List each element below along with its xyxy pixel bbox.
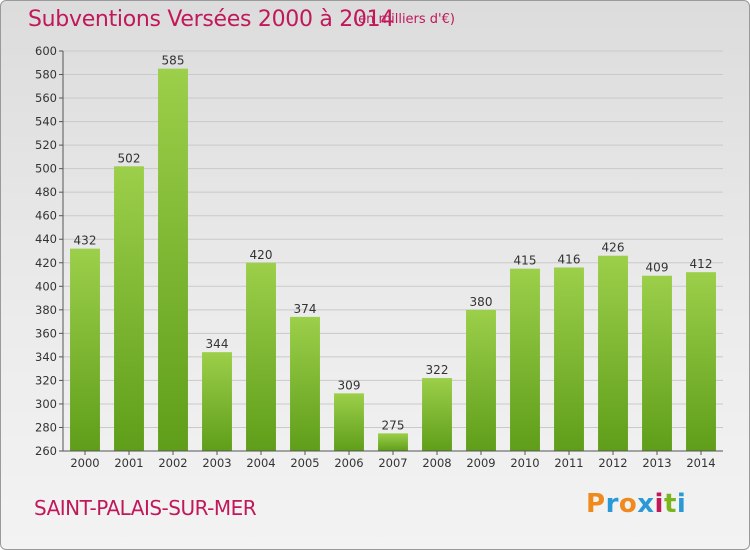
- bar-value-label: 309: [338, 378, 361, 392]
- bar-value-label: 426: [602, 241, 625, 255]
- axes: 260 280 300 320 340 360 380 400 420 440 460 480 500 5…: [35, 44, 723, 470]
- x-tick-label: 2002: [158, 456, 187, 470]
- bar: [378, 433, 408, 451]
- bar: [334, 393, 364, 451]
- y-tick-label: 300: [35, 397, 57, 411]
- logo-letter: P: [586, 489, 606, 519]
- y-tick-label: 380: [35, 303, 57, 317]
- x-tick-label: 2013: [642, 456, 671, 470]
- bar-value-label: 502: [118, 151, 141, 165]
- logo-letter: x: [637, 489, 655, 519]
- y-tick-label: 600: [35, 44, 57, 58]
- y-tick-label: 420: [35, 256, 57, 270]
- bar: [158, 68, 188, 451]
- logo-letter: i: [676, 489, 687, 519]
- bar: [290, 316, 320, 451]
- bar-value-label: 412: [690, 257, 713, 271]
- bar: [114, 166, 144, 451]
- logo-letter: o: [618, 489, 638, 519]
- y-tick-label: 340: [35, 350, 57, 364]
- x-tick-label: 2004: [246, 456, 275, 470]
- logo-letter: r: [605, 489, 619, 519]
- x-tick-label: 2011: [554, 456, 583, 470]
- x-tick-label: 2006: [334, 456, 363, 470]
- bar: [202, 352, 232, 451]
- bar: [422, 378, 452, 451]
- bar-value-label: 415: [514, 254, 537, 268]
- y-tick-label: 460: [35, 209, 57, 223]
- y-tick-label: 480: [35, 185, 57, 199]
- bar: [510, 268, 540, 451]
- bar: [246, 262, 276, 451]
- x-tick-label: 2005: [290, 456, 319, 470]
- bar-value-label: 344: [206, 337, 229, 351]
- bar-value-label: 420: [250, 248, 273, 262]
- x-tick-label: 2014: [686, 456, 715, 470]
- logo-letter: t: [663, 489, 677, 519]
- x-tick-label: 2008: [422, 456, 451, 470]
- logo-letter: i: [654, 489, 664, 519]
- y-tick-label: 440: [35, 232, 57, 246]
- bar: [554, 267, 584, 451]
- y-tick-label: 540: [35, 115, 57, 129]
- bar-value-label: 432: [74, 234, 97, 248]
- bar: [466, 309, 496, 451]
- bar-value-label: 416: [558, 252, 581, 266]
- bar: [642, 275, 672, 451]
- x-tick-label: 2012: [598, 456, 627, 470]
- x-tick-label: 2007: [378, 456, 407, 470]
- x-tick-label: 2000: [70, 456, 99, 470]
- bar-value-label: 275: [382, 418, 405, 432]
- chart-subtitle: (en milliers d'€): [353, 12, 455, 27]
- x-tick-label: 2010: [510, 456, 539, 470]
- y-tick-label: 360: [35, 326, 57, 340]
- bar: [70, 248, 100, 451]
- proxiti-logo: Proxiti: [586, 489, 686, 519]
- bar-value-label: 374: [294, 302, 317, 316]
- bar-value-label: 380: [470, 295, 493, 309]
- bar-value-label: 322: [426, 363, 449, 377]
- y-tick-label: 260: [35, 444, 57, 458]
- y-tick-label: 320: [35, 373, 57, 387]
- y-tick-label: 500: [35, 162, 57, 176]
- y-tick-label: 560: [35, 91, 57, 105]
- bar-value-label: 585: [162, 54, 185, 68]
- bars: 432 502 585 344 420 374 309 275 322 380 415 416 426 4…: [70, 54, 716, 451]
- bar: [598, 255, 628, 451]
- y-tick-label: 400: [35, 279, 57, 293]
- x-tick-label: 2003: [202, 456, 231, 470]
- commune-name: SAINT-PALAIS-SUR-MER: [34, 496, 257, 520]
- y-tick-label: 280: [35, 420, 57, 434]
- y-tick-label: 520: [35, 138, 57, 152]
- x-tick-label: 2001: [114, 456, 143, 470]
- chart-title: Subventions Versées 2000 à 2014: [28, 7, 395, 32]
- bar: [686, 272, 716, 451]
- x-tick-label: 2009: [466, 456, 495, 470]
- y-tick-label: 580: [35, 68, 57, 82]
- bar-value-label: 409: [646, 261, 669, 275]
